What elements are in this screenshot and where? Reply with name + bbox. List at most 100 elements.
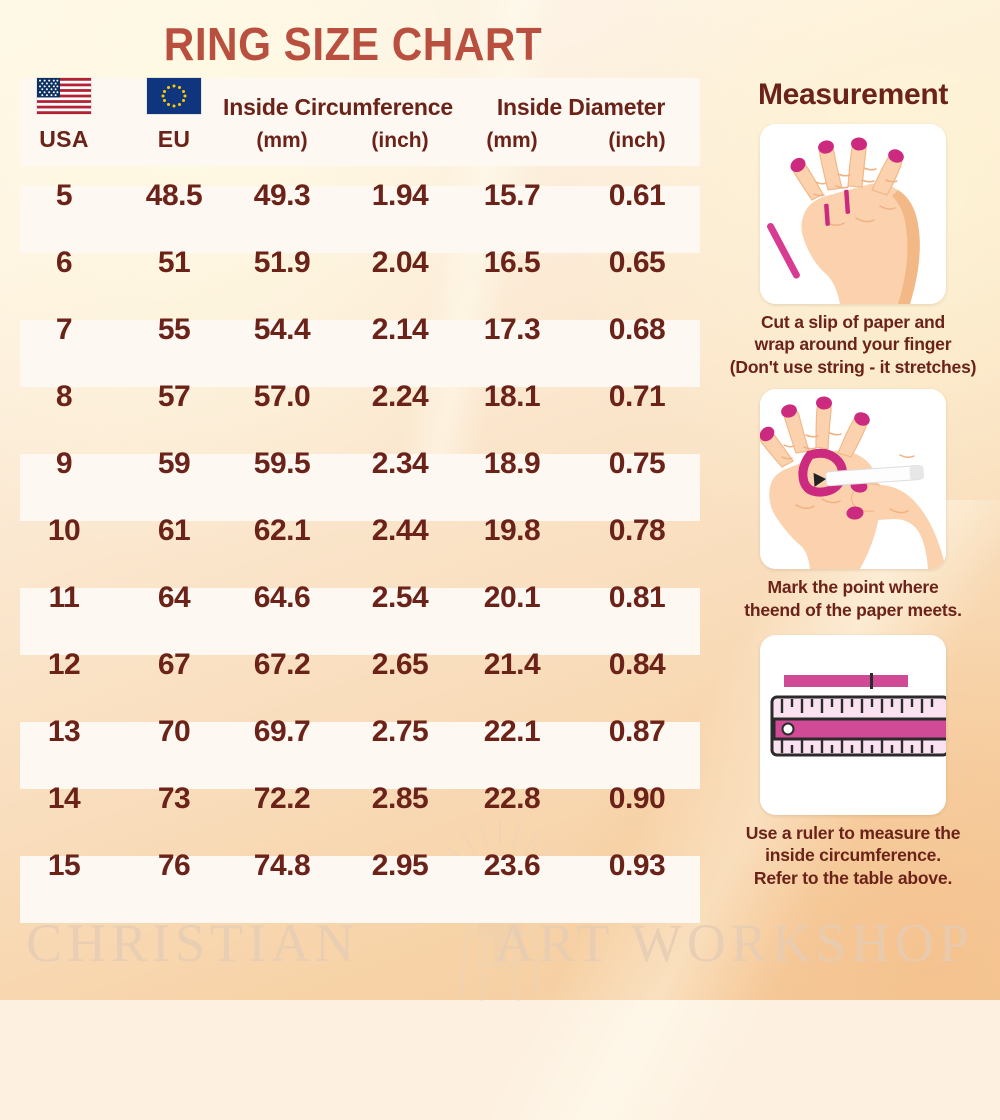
cell-dia_mm: 20.1 <box>483 580 541 614</box>
cell-eu: 48.5 <box>145 178 203 212</box>
table-row: 14 73 72.2 2.85 22.8 0.90 <box>0 765 706 832</box>
cell-circ_mm: 62.1 <box>253 513 311 547</box>
header-diameter-inch: (inch) <box>608 129 666 152</box>
table-band <box>20 722 700 789</box>
cell-circ_inch: 2.95 <box>371 848 429 882</box>
cell-dia_mm: 21.4 <box>483 647 541 681</box>
cell-circ_inch: 2.65 <box>371 647 429 681</box>
caption-line: Mark the point where <box>767 577 939 598</box>
cell-eu: 59 <box>157 446 191 480</box>
table-row: 12 67 67.2 2.65 21.4 0.84 <box>0 631 706 698</box>
cell-circ_mm: 51.9 <box>253 245 311 279</box>
table-row: 13 70 69.7 2.75 22.1 0.87 <box>0 698 706 765</box>
cell-dia_inch: 0.90 <box>608 781 666 815</box>
cell-circ_inch: 2.44 <box>371 513 429 547</box>
ruler-measuring-paper-strip-illustration <box>760 634 946 815</box>
cell-dia_inch: 0.71 <box>608 379 666 413</box>
table-body: 5 48.5 49.3 1.94 15.7 0.61 6 51 51.9 2.04 16.5 0.65… <box>0 162 706 899</box>
header-group-diameter: Inside Diameter <box>496 94 666 120</box>
cell-eu: 61 <box>157 513 191 547</box>
header-group-circumference: Inside Circumference <box>223 94 453 120</box>
cell-usa: 11 <box>48 580 80 614</box>
table-row: 9 59 59.5 2.34 18.9 0.75 <box>0 430 706 497</box>
eu-flag-icon <box>147 78 201 114</box>
hand-with-paper-slip-illustration <box>760 124 946 304</box>
caption-line: Use a ruler to measure the <box>745 822 961 843</box>
cell-eu: 55 <box>157 312 191 346</box>
cell-dia_mm: 18.9 <box>483 446 541 480</box>
table-band <box>20 454 700 521</box>
measurement-step-3: Use a ruler to measure the inside circum… <box>706 634 1000 889</box>
table-band <box>20 320 700 387</box>
cell-usa: 15 <box>47 848 81 882</box>
cell-usa: 9 <box>55 446 73 480</box>
header-eu-label: EU <box>157 126 191 152</box>
cell-circ_inch: 2.24 <box>371 379 429 413</box>
measurement-step-2: Mark the point where theend of the paper… <box>706 389 1000 621</box>
cell-usa: 12 <box>47 647 81 681</box>
table-head: Inside Circumference Inside Diameter USA… <box>0 78 706 162</box>
cell-usa: 10 <box>47 513 81 547</box>
cell-dia_inch: 0.65 <box>608 245 666 279</box>
cell-circ_mm: 72.2 <box>253 781 311 815</box>
ring-size-table: Inside Circumference Inside Diameter USA… <box>0 78 706 899</box>
table-band <box>20 588 700 655</box>
cell-dia_inch: 0.84 <box>608 647 666 681</box>
cell-circ_inch: 2.14 <box>371 312 429 346</box>
cell-circ_mm: 57.0 <box>253 379 311 413</box>
cell-circ_mm: 54.4 <box>253 312 311 346</box>
cell-usa: 14 <box>47 781 81 815</box>
cell-circ_mm: 64.6 <box>253 580 311 614</box>
cell-dia_mm: 18.1 <box>483 379 541 413</box>
cell-eu: 57 <box>157 379 191 413</box>
header-diameter-mm: (mm) <box>486 129 538 152</box>
table-row: 8 57 57.0 2.24 18.1 0.71 <box>0 363 706 430</box>
caption-line: theend of the paper meets. <box>744 599 962 620</box>
measurement-step-2-caption: Mark the point where theend of the paper… <box>706 576 1000 621</box>
ring-size-table-wrap: Inside Circumference Inside Diameter USA… <box>0 78 706 923</box>
table-row: 7 55 54.4 2.14 17.3 0.68 <box>0 296 706 363</box>
cell-dia_mm: 19.8 <box>483 513 541 547</box>
cell-circ_inch: 2.54 <box>371 580 429 614</box>
header-spacer-row <box>0 153 706 162</box>
measurement-step-3-caption: Use a ruler to measure the inside circum… <box>706 822 1000 889</box>
caption-line: (Don't use string - it stretches) <box>729 356 977 377</box>
cell-dia_mm: 15.7 <box>483 178 541 212</box>
cell-eu: 76 <box>157 848 191 882</box>
cell-usa: 8 <box>55 379 73 413</box>
cell-dia_inch: 0.61 <box>608 178 666 212</box>
cell-usa: 7 <box>55 312 73 346</box>
table-row: 11 64 64.6 2.54 20.1 0.81 <box>0 564 706 631</box>
table-band <box>20 856 700 923</box>
cell-circ_inch: 1.94 <box>371 178 429 212</box>
measurement-step-1: Cut a slip of paper and wrap around your… <box>706 124 1000 378</box>
cell-circ_mm: 74.8 <box>253 848 311 882</box>
cell-usa: 6 <box>55 245 73 279</box>
usa-flag-icon <box>37 78 91 114</box>
header-usa-label: USA <box>39 126 89 152</box>
cell-eu: 51 <box>157 245 191 279</box>
table-header-labels-row: USA EU (mm) (inch) (mm) (inch) <box>0 121 706 153</box>
caption-line: Cut a slip of paper and <box>760 312 946 332</box>
cell-dia_inch: 0.93 <box>608 848 666 882</box>
caption-line: wrap around your finger <box>754 334 952 355</box>
measurement-panel: Measurement <box>706 78 1000 895</box>
cell-circ_mm: 67.2 <box>253 647 311 681</box>
cell-eu: 70 <box>157 714 191 748</box>
table-row: 6 51 51.9 2.04 16.5 0.65 <box>0 229 706 296</box>
header-circumference-mm: (mm) <box>256 129 308 152</box>
cell-dia_inch: 0.87 <box>608 714 666 748</box>
hands-marking-paper-with-pen-illustration <box>760 389 946 570</box>
caption-line: Refer to the table above. <box>753 867 953 888</box>
cell-eu: 64 <box>157 580 191 614</box>
cell-dia_mm: 22.1 <box>483 714 541 748</box>
cell-eu: 73 <box>157 781 191 815</box>
cell-circ_mm: 49.3 <box>253 178 311 212</box>
cell-eu: 67 <box>157 647 191 681</box>
cell-dia_inch: 0.75 <box>608 446 666 480</box>
cell-circ_mm: 69.7 <box>253 714 311 748</box>
cell-dia_inch: 0.68 <box>608 312 666 346</box>
cell-dia_inch: 0.78 <box>608 513 666 547</box>
measurement-heading: Measurement <box>757 78 949 111</box>
measurement-step-1-caption: Cut a slip of paper and wrap around your… <box>706 311 1000 378</box>
